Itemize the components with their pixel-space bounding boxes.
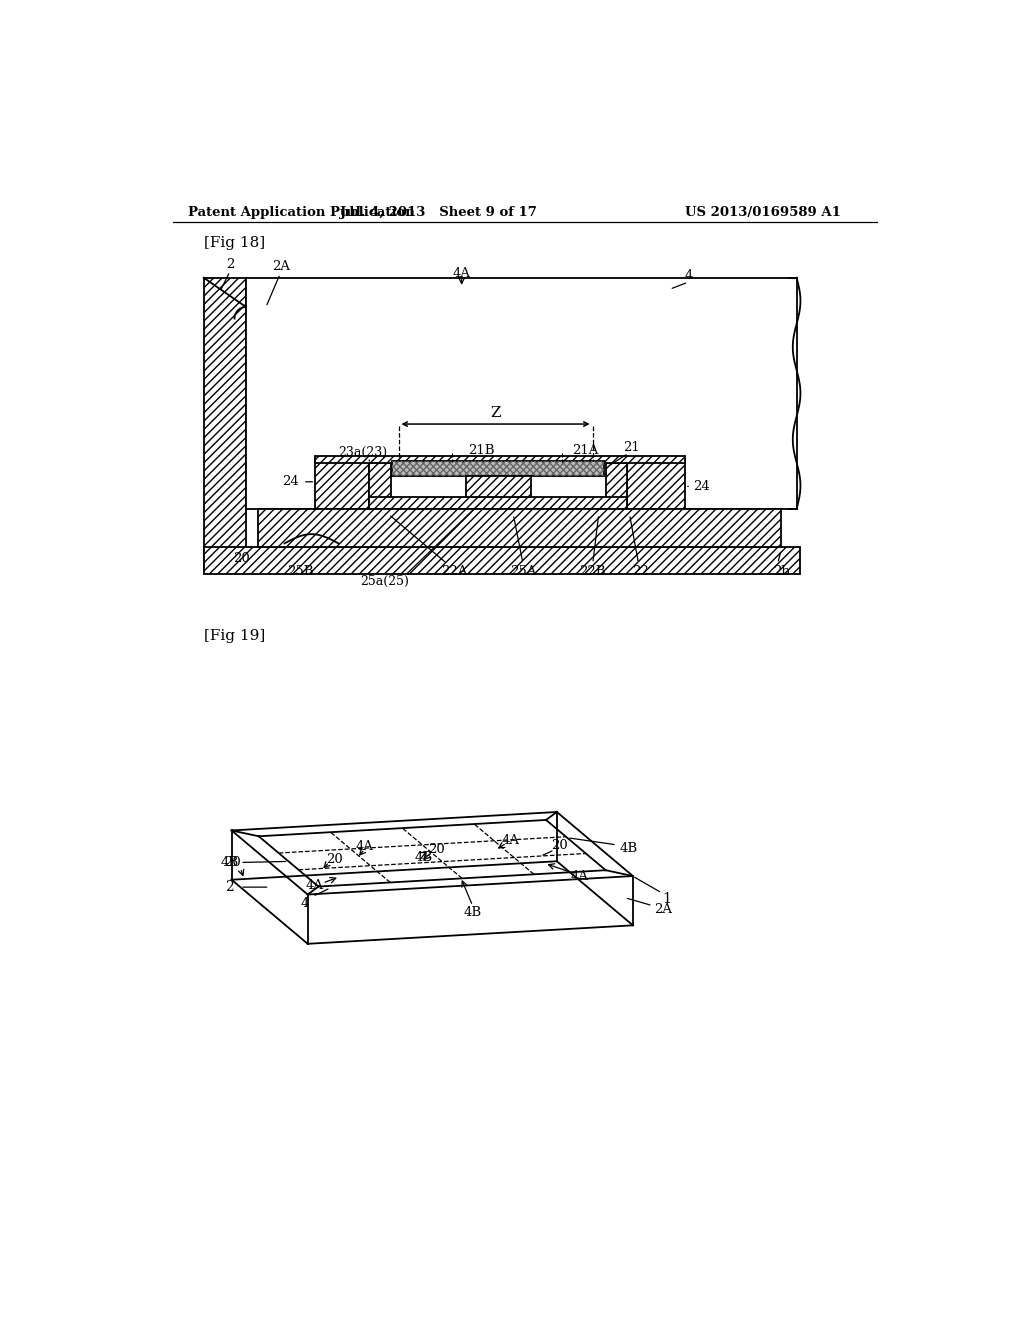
- Text: 2b: 2b: [773, 565, 791, 578]
- Text: 2: 2: [225, 880, 233, 894]
- Text: 4: 4: [685, 269, 693, 282]
- Bar: [392, 461, 604, 475]
- Bar: [628, 459, 685, 508]
- Bar: [258, 508, 781, 548]
- Text: 4B: 4B: [220, 855, 239, 869]
- Text: 22A: 22A: [440, 565, 467, 578]
- Text: 21B: 21B: [468, 445, 495, 458]
- Text: Jul. 4, 2013   Sheet 9 of 17: Jul. 4, 2013 Sheet 9 of 17: [340, 206, 537, 219]
- Bar: [392, 461, 604, 475]
- Text: 20: 20: [233, 552, 250, 565]
- Bar: [605, 462, 628, 508]
- Bar: [204, 277, 246, 570]
- Text: 21A: 21A: [571, 445, 598, 458]
- Text: 25a(25): 25a(25): [360, 576, 410, 589]
- Bar: [370, 462, 391, 508]
- Text: 24: 24: [692, 480, 710, 492]
- Text: 2A: 2A: [654, 903, 672, 916]
- Text: 2: 2: [226, 259, 234, 271]
- Text: 24: 24: [282, 475, 298, 488]
- Text: 2A: 2A: [271, 260, 290, 273]
- Text: 22: 22: [632, 565, 648, 578]
- Text: 21: 21: [624, 441, 640, 454]
- Text: 4B: 4B: [415, 851, 432, 863]
- Text: [Fig 18]: [Fig 18]: [204, 236, 265, 249]
- Text: [Fig 19]: [Fig 19]: [204, 628, 265, 643]
- Bar: [204, 277, 246, 570]
- Bar: [204, 548, 801, 574]
- Text: 20: 20: [326, 853, 343, 866]
- Text: 20: 20: [428, 843, 444, 855]
- Text: 20: 20: [224, 855, 241, 869]
- Text: 4B: 4B: [464, 906, 481, 919]
- Bar: [466, 475, 531, 498]
- Text: 4A: 4A: [306, 879, 324, 892]
- Bar: [466, 475, 531, 498]
- Bar: [258, 508, 781, 548]
- Text: 1: 1: [663, 892, 672, 906]
- Text: 22B: 22B: [580, 565, 606, 578]
- Text: 4A: 4A: [570, 870, 588, 883]
- Text: Patent Application Publication: Patent Application Publication: [188, 206, 415, 219]
- Bar: [605, 462, 628, 508]
- Bar: [315, 459, 370, 508]
- Text: 4: 4: [301, 896, 309, 909]
- Bar: [370, 498, 628, 508]
- Bar: [246, 277, 797, 508]
- Text: 20: 20: [551, 840, 568, 851]
- Text: 4A: 4A: [502, 834, 519, 847]
- Bar: [370, 498, 628, 508]
- Bar: [315, 459, 370, 508]
- Text: 25B: 25B: [287, 565, 313, 578]
- Text: 25A: 25A: [510, 565, 537, 578]
- Text: US 2013/0169589 A1: US 2013/0169589 A1: [685, 206, 841, 219]
- Bar: [315, 457, 685, 462]
- Text: 4A: 4A: [453, 268, 471, 280]
- Text: 4A: 4A: [355, 840, 374, 853]
- Text: 23a(23): 23a(23): [339, 446, 388, 459]
- Bar: [204, 548, 801, 574]
- Text: Z: Z: [490, 407, 501, 420]
- Text: 4B: 4B: [620, 842, 638, 854]
- Bar: [628, 459, 685, 508]
- Bar: [315, 457, 685, 462]
- Bar: [370, 462, 391, 508]
